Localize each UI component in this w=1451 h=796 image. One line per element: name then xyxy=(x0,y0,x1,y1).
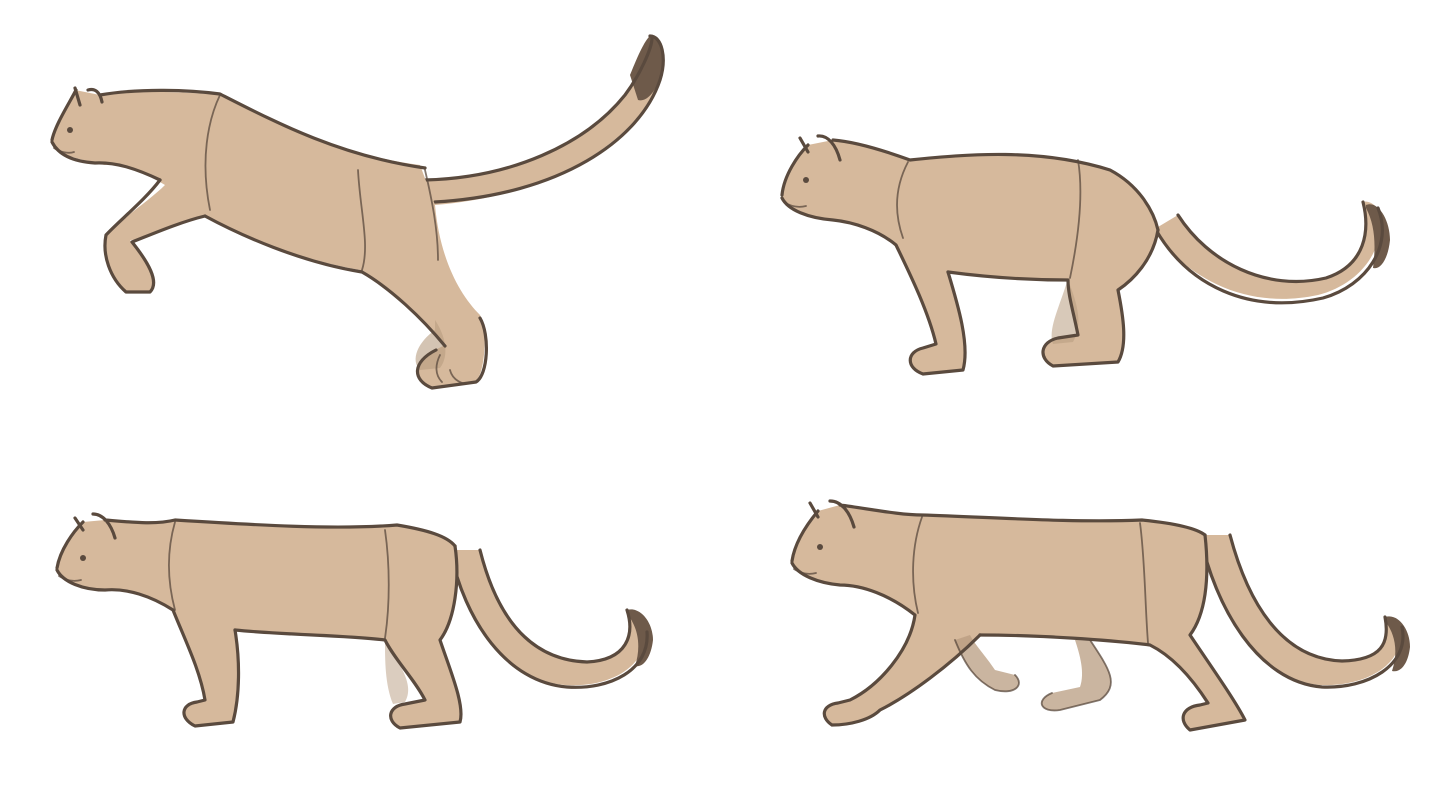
cougar-sketch-lunge xyxy=(50,34,665,390)
cougar-sketch-stance xyxy=(780,134,1390,376)
cougar-sketch-standing xyxy=(55,512,653,730)
cougar-sketch-walking xyxy=(790,499,1410,732)
